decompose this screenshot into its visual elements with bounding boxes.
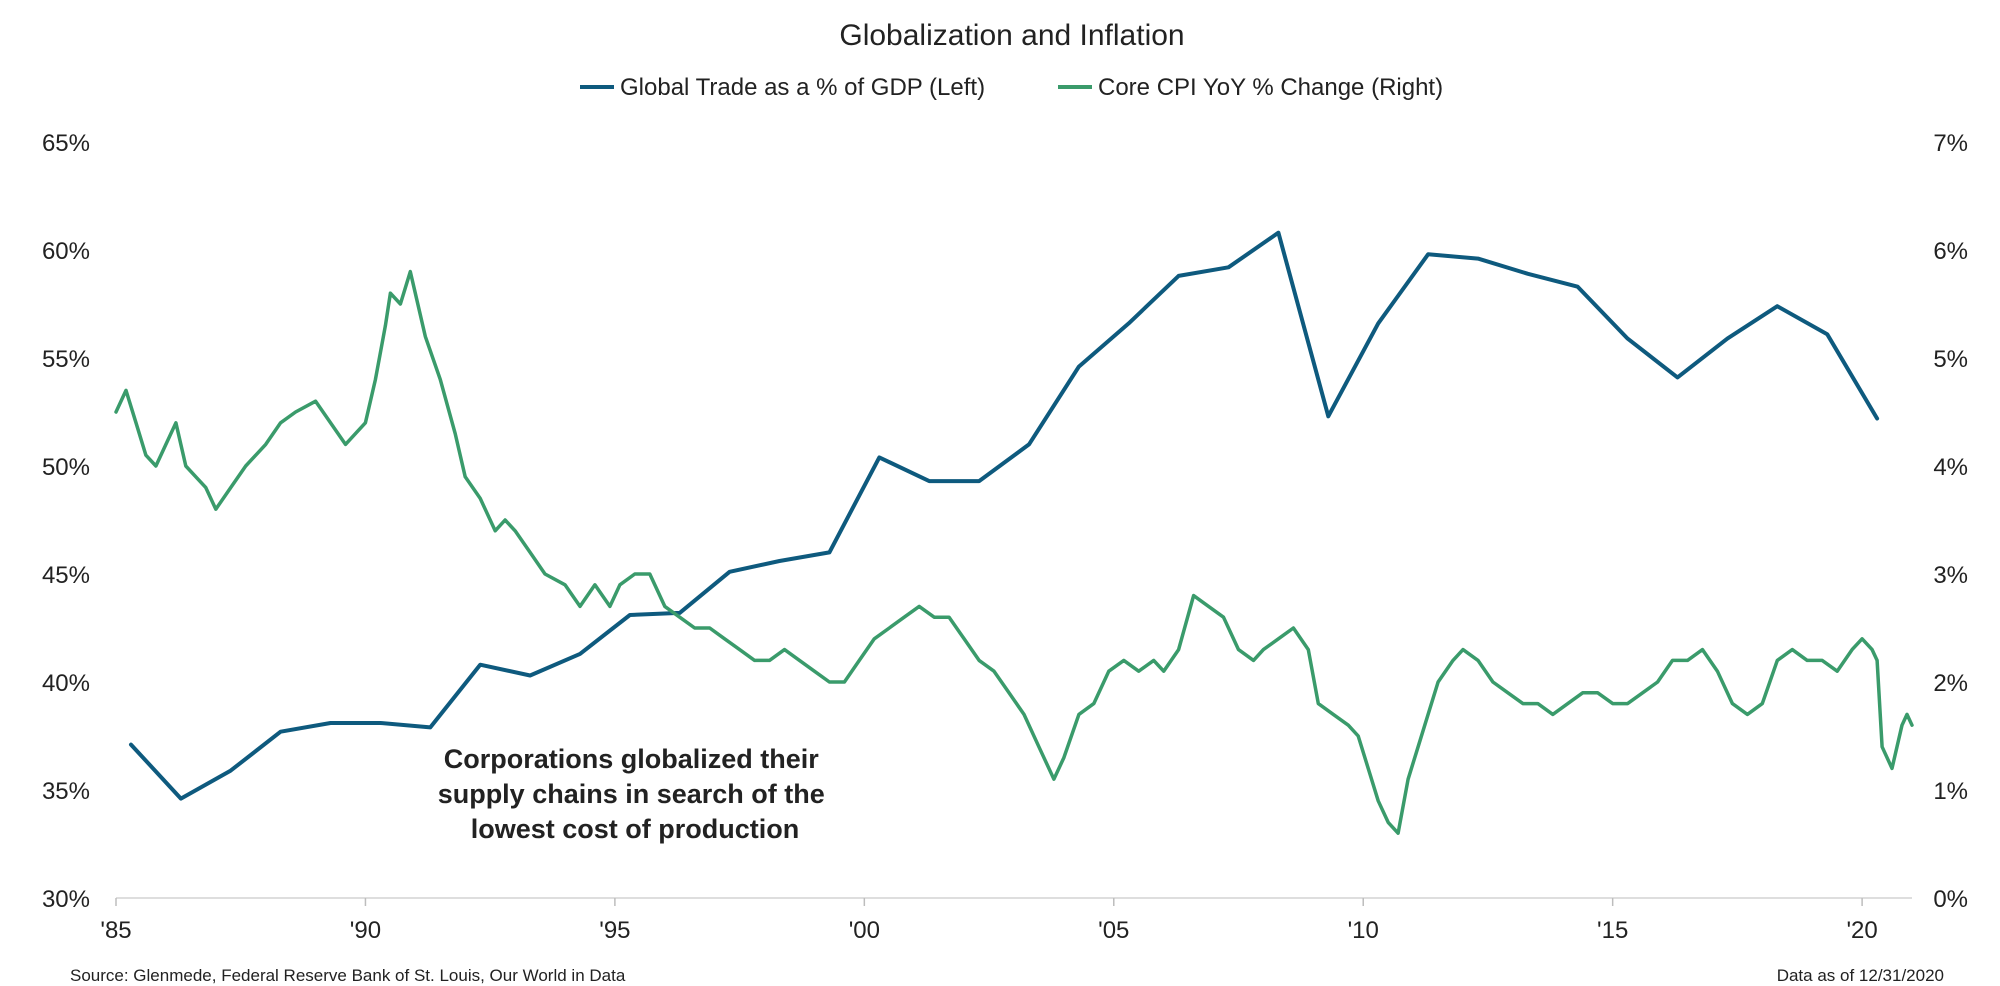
left-axis-ticks: 30% 35% 40% 45% 50% 55% 60% 65% [42,130,90,913]
series-layer [114,230,1914,835]
source-note: Source: Glenmede, Federal Reserve Bank o… [70,966,626,985]
left-axis-tick-label: 60% [42,238,90,265]
legend-label-trade: Global Trade as a % of GDP (Left) [620,74,985,101]
x-axis-ticks: '85 '90 '95 '00 '05 '10 '15 '20 [100,898,1878,944]
right-axis-tick-label: 4% [1933,454,1968,481]
left-axis-tick-label: 30% [42,886,90,913]
legend-label-cpi: Core CPI YoY % Change (Right) [1098,74,1443,101]
right-axis-tick-label: 0% [1933,886,1968,913]
left-axis-tick-label: 40% [42,670,90,697]
x-axis-tick-label: '05 [1098,917,1129,944]
right-axis-tick-label: 3% [1933,562,1968,589]
right-axis-ticks: 0% 1% 2% 3% 4% 5% 6% 7% [1933,130,1968,913]
global-trade-line [129,230,1880,801]
x-axis-tick-label: '95 [599,917,630,944]
left-axis-tick-label: 50% [42,454,90,481]
chart-title: Globalization and Inflation [839,19,1184,52]
right-axis-tick-label: 2% [1933,670,1968,697]
annotation-line-3: lowest cost of production [471,814,800,844]
annotation-line-2: supply chains in search of the [438,779,825,809]
legend: Global Trade as a % of GDP (Left) Core C… [580,74,1443,101]
x-axis-tick-label: '00 [849,917,880,944]
core-cpi-line [114,269,1914,835]
left-axis-tick-label: 45% [42,562,90,589]
x-axis-tick-label: '85 [100,917,131,944]
right-axis-tick-label: 1% [1933,778,1968,805]
left-axis-tick-label: 35% [42,778,90,805]
data-date-note: Data as of 12/31/2020 [1777,966,1944,985]
x-axis-tick-label: '10 [1348,917,1379,944]
annotation: Corporations globalized their supply cha… [438,744,833,844]
annotation-line-1: Corporations globalized their [444,744,820,774]
x-axis-tick-label: '15 [1597,917,1628,944]
left-axis-tick-label: 55% [42,346,90,373]
right-axis-tick-label: 5% [1933,346,1968,373]
left-axis-tick-label: 65% [42,130,90,157]
right-axis-tick-label: 6% [1933,238,1968,265]
x-axis-tick-label: '20 [1846,917,1877,944]
right-axis-tick-label: 7% [1933,130,1968,157]
x-axis-tick-label: '90 [350,917,381,944]
